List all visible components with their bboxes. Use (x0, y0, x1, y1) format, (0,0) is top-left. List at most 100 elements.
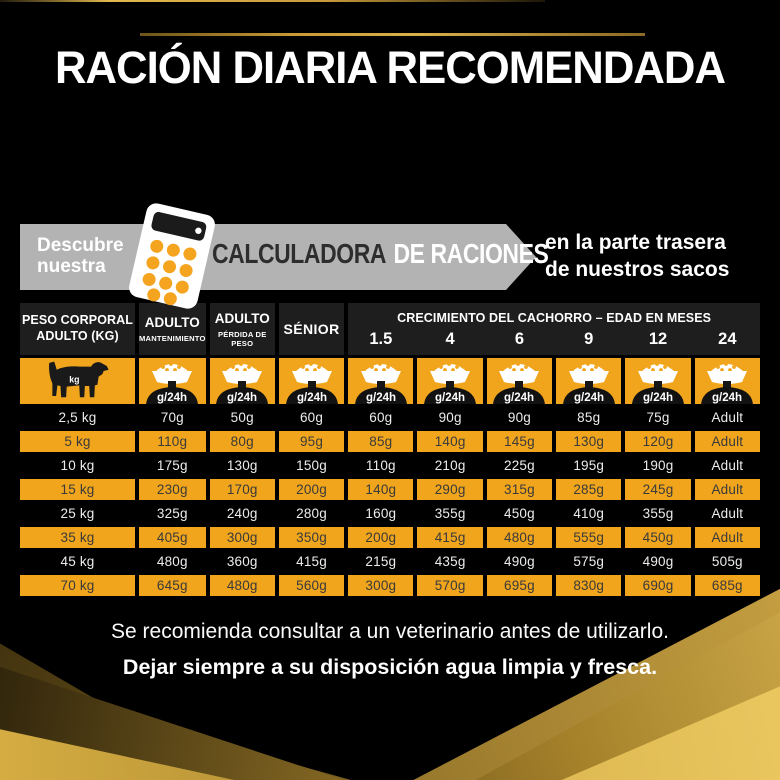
food-bowl-icon: g/24h (632, 362, 685, 404)
value-cell: 360g (209, 551, 275, 572)
value-cell: 175g (139, 455, 206, 476)
discover-label: Descubre nuestra (37, 235, 124, 277)
food-bowl-cell: g/24h (278, 358, 345, 404)
value-cell: 830g (556, 575, 622, 596)
value-cell: 415g (417, 527, 483, 548)
weight-cell: 5 kg (20, 431, 135, 452)
value-cell: 75g (625, 407, 691, 428)
calculator-icon (126, 200, 218, 312)
value-cell: 555g (556, 527, 622, 548)
header-senior: SÉNIOR (278, 303, 345, 355)
food-bowl-icon: g/24h (146, 362, 199, 404)
value-cell: 435g (417, 551, 483, 572)
growth-month-label: 12 (648, 329, 668, 348)
food-bowl-icon: g/24h (216, 362, 269, 404)
value-cell: Adult (694, 431, 760, 452)
calculator-word-dark: CALCULADORA (212, 238, 387, 269)
footer-advice-line2: Dejar siempre a su disposición agua limp… (122, 655, 658, 679)
value-cell: 110g (348, 455, 414, 476)
value-cell: 60g (278, 407, 345, 428)
weight-cell: 45 kg (20, 551, 135, 572)
value-cell: 245g (625, 479, 691, 500)
growth-month-label: 6 (514, 329, 525, 348)
page-title: RACIÓN DIARIA RECOMENDADA (54, 42, 726, 93)
value-cell: 160g (348, 503, 414, 524)
value-cell: 350g (278, 527, 345, 548)
value-cell: 85g (348, 431, 414, 452)
growth-month-label: 24 (718, 329, 737, 348)
value-cell: 355g (625, 503, 691, 524)
growth-month-label: 9 (584, 329, 594, 348)
header-adult-weight-loss: ADULTO PÉRDIDA DE PESO (209, 303, 275, 355)
dog-icon: kg (48, 361, 109, 398)
footer-advice-line1: Se recomienda consultar a un veterinario… (111, 620, 669, 643)
value-cell: 150g (278, 455, 345, 476)
food-bowl-cell: g/24h (625, 358, 691, 404)
weight-cell: 70 kg (20, 575, 135, 596)
value-cell: Adult (694, 455, 760, 476)
value-cell: 695g (486, 575, 553, 596)
value-cell: 170g (209, 479, 275, 500)
value-cell: Adult (694, 407, 760, 428)
banner-right-line1: en la parte trasera (545, 231, 726, 254)
food-bowl-icon: g/24h (285, 362, 338, 404)
food-bowl-cell: g/24h (694, 358, 760, 404)
food-bowl-cell: g/24h (556, 358, 622, 404)
header-puppy-growth: CRECIMIENTO DEL CACHORRO – EDAD EN MESES… (348, 303, 760, 355)
value-cell: 110g (139, 431, 206, 452)
value-cell: 130g (556, 431, 622, 452)
weight-cell: 25 kg (20, 503, 135, 524)
svg-text:g/24h: g/24h (504, 392, 534, 404)
calculator-banner (20, 224, 536, 290)
ration-table: PESO CORPORAL ADULTO (KG) ADULTO MANTENI… (20, 303, 760, 596)
value-cell: 685g (694, 575, 760, 596)
value-cell: 490g (625, 551, 691, 572)
growth-month-labels: 1.5 4 6 9 12 24 (348, 330, 760, 349)
value-cell: 645g (139, 575, 206, 596)
value-cell: 95g (278, 431, 345, 452)
dog-weight-cell: kg (20, 358, 135, 404)
value-cell: 120g (625, 431, 691, 452)
value-cell: 560g (278, 575, 345, 596)
value-cell: 230g (139, 479, 206, 500)
value-cell: 140g (417, 431, 483, 452)
value-cell: Adult (694, 479, 760, 500)
value-cell: 280g (278, 503, 345, 524)
food-bowl-cell: g/24h (486, 358, 553, 404)
value-cell: 215g (348, 551, 414, 572)
value-cell: 300g (348, 575, 414, 596)
growth-month-label: 4 (445, 329, 455, 348)
food-bowl-cell: g/24h (417, 358, 483, 404)
banner-right-line2: de nuestros sacos (545, 258, 730, 282)
value-cell: Adult (694, 503, 760, 524)
value-cell: 570g (417, 575, 483, 596)
value-cell: 60g (348, 407, 414, 428)
food-bowl-icon: g/24h (424, 362, 477, 404)
value-cell: 240g (209, 503, 275, 524)
value-cell: 410g (556, 503, 622, 524)
value-cell: 480g (209, 575, 275, 596)
value-cell: 490g (486, 551, 553, 572)
value-cell: 70g (139, 407, 206, 428)
value-cell: 300g (209, 527, 275, 548)
svg-text:g/24h: g/24h (712, 392, 742, 404)
food-bowl-cell: g/24h (348, 358, 414, 404)
value-cell: 285g (556, 479, 622, 500)
value-cell: 200g (348, 527, 414, 548)
value-cell: 200g (278, 479, 345, 500)
value-cell: 355g (417, 503, 483, 524)
calculator-title: CALCULADORA DE RACIONES (212, 238, 549, 270)
food-bowl-cell: g/24h (209, 358, 275, 404)
value-cell: 80g (209, 431, 275, 452)
value-cell: 450g (486, 503, 553, 524)
value-cell: 325g (139, 503, 206, 524)
svg-text:g/24h: g/24h (574, 392, 604, 404)
value-cell: 505g (694, 551, 760, 572)
calculator-word-light: DE RACIONES (393, 238, 549, 269)
weight-cell: 15 kg (20, 479, 135, 500)
svg-text:g/24h: g/24h (157, 392, 187, 404)
value-cell: 190g (625, 455, 691, 476)
food-bowl-cell: g/24h (139, 358, 206, 404)
gold-divider-bottom (0, 0, 545, 2)
value-cell: 195g (556, 455, 622, 476)
